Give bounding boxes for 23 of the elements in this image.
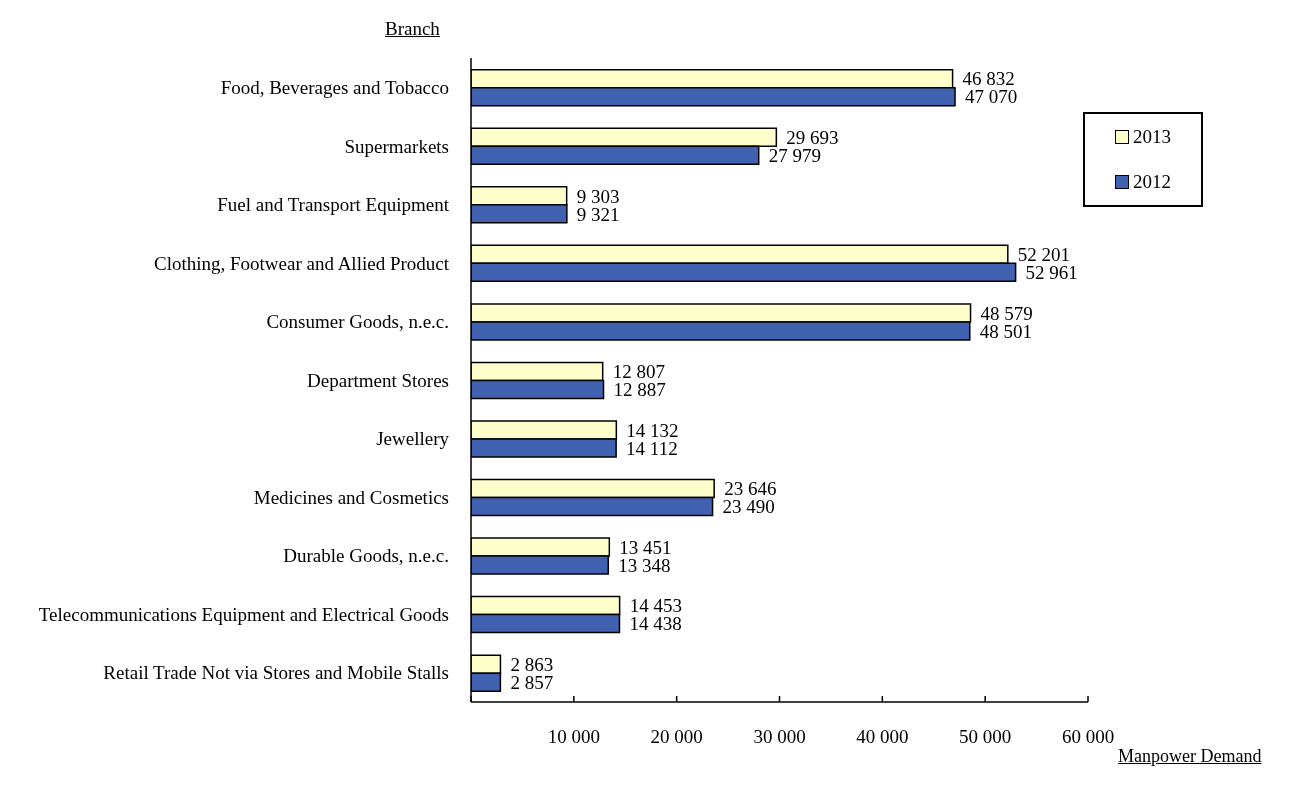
x-tick-label: 40 000	[856, 726, 909, 748]
data-label: 29 693	[786, 127, 839, 148]
x-axis-title: Manpower Demand	[1118, 746, 1262, 767]
data-label: 27 979	[768, 145, 821, 166]
x-tick-label: 50 000	[959, 726, 1012, 748]
y-tick-label: Supermarkets	[344, 135, 449, 157]
y-tick-label: Consumer Goods, n.e.c.	[266, 311, 449, 333]
x-tick-label: 30 000	[753, 726, 806, 748]
legend-label: 2013	[1132, 125, 1172, 148]
legend-label: 2012	[1132, 171, 1172, 194]
y-tick-label: Retail Trade Not via Stores and Mobile Stalls	[103, 662, 449, 684]
y-tick-label: Medicines and Cosmetics	[253, 486, 449, 508]
x-tick-label: 20 000	[650, 726, 703, 748]
x-tick-label: 60 000	[1061, 726, 1115, 748]
y-tick-label: Department Stores	[307, 369, 449, 391]
y-tick-label: Telecommunications Equipment and Electrical Goods	[38, 603, 449, 625]
y-tick-label: Clothing, Footwear and Allied Product	[153, 252, 450, 274]
y-tick-label: Durable Goods, n.e.c.	[283, 545, 449, 567]
y-tick-label: Jewellery	[376, 428, 450, 450]
y-tick-label: Fuel and Transport Equipment	[217, 194, 450, 216]
x-tick-label: 10 000	[547, 726, 600, 748]
y-tick-label: Food, Beverages and Tobacco	[220, 77, 449, 99]
y-axis-title: Branch	[385, 18, 440, 40]
